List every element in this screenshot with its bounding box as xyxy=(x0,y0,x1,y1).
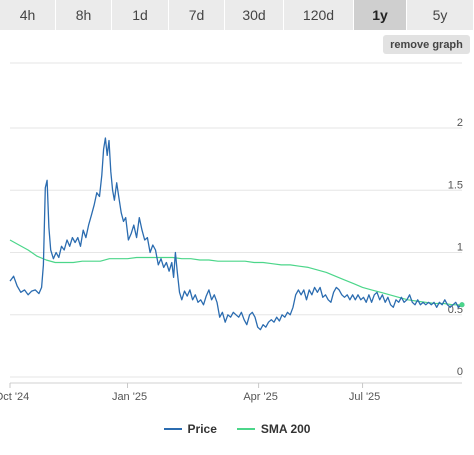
x-tick-label: Oct '24 xyxy=(0,391,29,403)
y-tick-label: 2 xyxy=(457,117,463,129)
tab-1d[interactable]: 1d xyxy=(112,0,169,30)
price-swatch xyxy=(163,428,182,430)
x-tick-label: Jan '25 xyxy=(112,391,147,403)
tab-4h[interactable]: 4h xyxy=(0,0,56,30)
series-line-sma-200 xyxy=(9,239,462,306)
sma-swatch xyxy=(236,428,255,430)
legend-sma-label: SMA 200 xyxy=(260,422,311,436)
legend-item-sma[interactable]: SMA 200 xyxy=(236,422,311,436)
tab-5y[interactable]: 5y xyxy=(407,0,474,30)
tab-8h[interactable]: 8h xyxy=(56,0,112,30)
y-tick-label: 1.5 xyxy=(448,179,463,191)
timeframe-tabs: 4h 8h 1d 7d 30d 120d 1y 5y xyxy=(0,0,474,30)
legend-item-price[interactable]: Price xyxy=(163,422,217,436)
y-tick-label: 1 xyxy=(457,242,463,254)
x-tick-label: Jul '25 xyxy=(349,391,380,403)
x-tick-label: Apr '25 xyxy=(243,391,278,403)
tab-120d[interactable]: 120d xyxy=(284,0,354,30)
legend-price-label: Price xyxy=(187,422,217,436)
tab-7d[interactable]: 7d xyxy=(169,0,225,30)
y-tick-label: 0 xyxy=(457,366,463,378)
remove-graph-button[interactable]: remove graph xyxy=(383,35,470,54)
x-axis-ticks: Oct '24 Jan '25 Apr '25 Jul '25 xyxy=(0,383,380,403)
chart-series xyxy=(9,137,465,331)
tab-30d[interactable]: 30d xyxy=(225,0,284,30)
y-axis-ticks: 00.511.52 xyxy=(448,117,463,378)
series-end-point-sma-200 xyxy=(459,302,465,308)
chart-grid xyxy=(10,62,462,384)
tab-1y[interactable]: 1y xyxy=(354,0,407,30)
series-line-price xyxy=(9,137,463,331)
chart-legend: Price SMA 200 xyxy=(0,420,474,438)
